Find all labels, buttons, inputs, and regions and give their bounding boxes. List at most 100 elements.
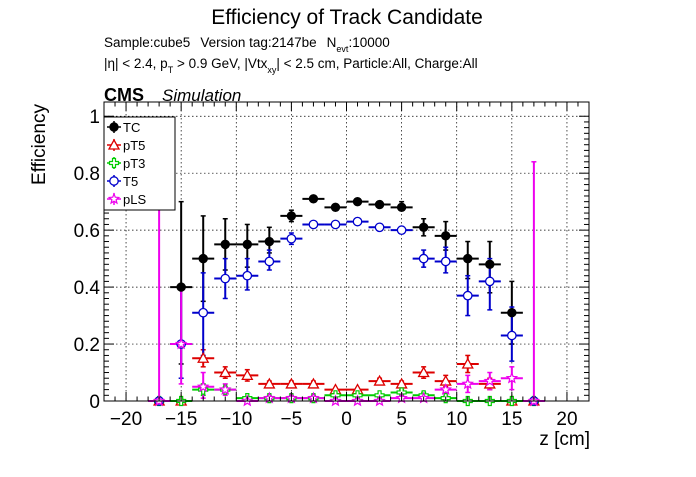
tc-point xyxy=(463,253,473,264)
subtitle-sample: Sample:cube5 xyxy=(104,35,190,50)
legend-marker-t5 xyxy=(109,176,119,186)
pls-point xyxy=(505,371,519,384)
subtitle-rest: | < 2.5 cm, Particle:All, Charge:All xyxy=(276,56,477,71)
pls-point xyxy=(196,380,210,393)
pt5-point xyxy=(307,377,320,389)
legend-label-pls: pLS xyxy=(123,192,146,207)
t5-point xyxy=(242,270,253,281)
tc-point xyxy=(264,236,275,247)
tc-point xyxy=(286,211,297,221)
tc-point xyxy=(176,282,186,292)
t5-point xyxy=(220,273,231,284)
legend-label-tc: TC xyxy=(123,120,140,135)
tc-point xyxy=(441,231,451,241)
t5-point xyxy=(462,290,473,301)
legend-label-t5: T5 xyxy=(123,174,138,189)
tc-point xyxy=(308,194,319,204)
x-tick-label: 10 xyxy=(446,409,467,430)
pls-point xyxy=(483,374,497,387)
t5-point xyxy=(264,256,275,267)
tc-point xyxy=(374,199,385,210)
legend-label-pt5: pT5 xyxy=(123,138,145,153)
tc-point xyxy=(330,202,341,213)
pls-point xyxy=(174,337,188,350)
t5-point xyxy=(330,219,341,230)
t5-point xyxy=(374,222,385,233)
tc-point xyxy=(198,253,208,264)
cms-label: CMS xyxy=(104,85,144,105)
subtitle-vtx-sub: xy xyxy=(267,65,277,75)
t5-point xyxy=(352,216,363,227)
y-tick-label: 0 xyxy=(89,392,100,413)
legend-entries: TC pT5 pT3 T5 pLS xyxy=(107,120,146,207)
y-tick-label: 0.8 xyxy=(74,164,100,185)
tc-point xyxy=(242,239,252,250)
legend-marker-pls xyxy=(107,192,121,205)
subtitle-nevt-prefix: N xyxy=(327,35,337,50)
t5-point xyxy=(308,219,319,230)
t5-point xyxy=(396,225,407,235)
legend-marker-tc xyxy=(109,122,119,132)
x-axis-label: z [cm] xyxy=(539,429,590,450)
legend-entry-pt5: pT5 xyxy=(107,138,145,153)
legend-label-pt3: pT3 xyxy=(123,156,145,171)
subtitle-version: Version tag:2147be xyxy=(200,35,316,50)
tc-point xyxy=(220,239,230,250)
y-tick-label: 0.4 xyxy=(74,278,101,299)
x-tick-label: −15 xyxy=(165,409,197,430)
y-tick-label: 1 xyxy=(89,107,100,128)
x-tick-label: 15 xyxy=(501,409,522,430)
legend-entry-pt3: pT3 xyxy=(107,156,145,171)
t5-point xyxy=(506,330,517,341)
simulation-label: Simulation xyxy=(162,86,241,105)
legend-marker-pt3 xyxy=(108,157,120,169)
subtitle-pt-cut: > 0.9 GeV, |Vtx xyxy=(173,56,267,71)
tc-point xyxy=(485,259,495,270)
x-tick-label: −5 xyxy=(281,409,303,430)
chart-title: Efficiency of Track Candidate xyxy=(211,6,483,29)
tc-point xyxy=(396,202,407,213)
t5-point xyxy=(440,256,451,267)
pt5-point xyxy=(219,366,232,378)
x-tick-label: −20 xyxy=(110,409,142,430)
pt5-point xyxy=(461,357,474,369)
y-axis-label: Efficiency xyxy=(29,104,50,185)
x-tick-label: −10 xyxy=(220,409,252,430)
legend-entry-tc: TC xyxy=(107,120,140,135)
pls-point xyxy=(439,383,452,395)
pt5-point xyxy=(285,377,298,389)
subtitle-nevt-suffix: :10000 xyxy=(348,35,389,50)
y-tick-label: 0.2 xyxy=(74,335,100,356)
pt5-point xyxy=(263,377,276,389)
t5-point xyxy=(484,276,495,287)
t5-point xyxy=(418,253,429,264)
tc-point xyxy=(418,222,429,232)
tc-point xyxy=(352,196,363,207)
tc-point xyxy=(507,308,517,318)
t5-point xyxy=(286,233,297,244)
markers-layer xyxy=(152,194,541,407)
x-tick-label: 0 xyxy=(341,409,352,430)
x-tick-label: 5 xyxy=(396,409,407,430)
chart-subtitle-line2: |η| < 2.4, pT > 0.9 GeV, |Vtxxy| < 2.5 c… xyxy=(104,56,478,75)
pt5-point xyxy=(241,369,254,381)
subtitle-nevt-sub: evt xyxy=(336,44,349,54)
subtitle-eta: |η| < 2.4, p xyxy=(104,56,168,71)
subtitle-pt-sub: T xyxy=(168,65,174,75)
pt5-point xyxy=(197,351,210,363)
legend-entry-t5: T5 xyxy=(107,174,138,189)
y-tick-label: 0.6 xyxy=(74,221,100,242)
pls-point xyxy=(218,382,232,395)
pt5-point xyxy=(373,374,386,386)
pls-point xyxy=(461,377,475,390)
chart-subtitle-line1: Sample:cube5 Version tag:2147be Nevt:10000 xyxy=(104,35,390,54)
legend-marker-pt5 xyxy=(107,138,121,150)
t5-point xyxy=(198,307,209,318)
x-tick-label: 20 xyxy=(556,409,577,430)
pt5-point xyxy=(417,366,430,378)
tick-labels-layer: −20 −15 −10 −5 0 5 10 15 20 0 0.2 0.4 0.6 0.8 1 xyxy=(74,107,578,430)
legend: TC pT5 pT3 T5 pLS xyxy=(103,116,176,211)
